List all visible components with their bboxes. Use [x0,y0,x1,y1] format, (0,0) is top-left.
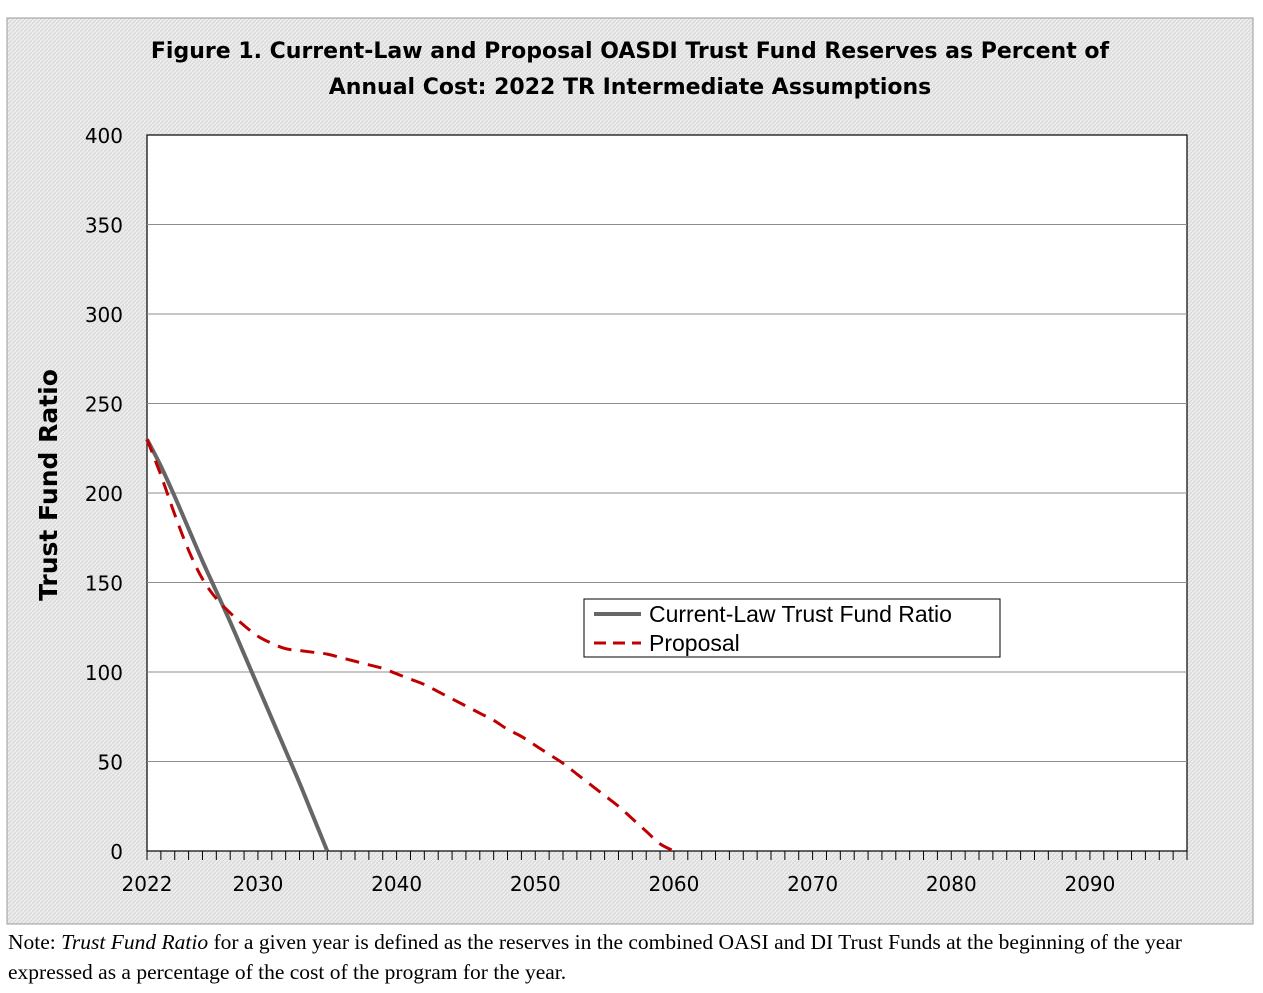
legend-label-proposal: Proposal [649,630,740,656]
note-prefix: Note: [8,930,62,954]
x-tick-label-2060: 2060 [648,872,699,896]
y-tick-label-50: 50 [98,751,123,775]
x-axis-ticks: 2022 2030 2040 2050 2060 2070 2080 2090 [122,851,1188,896]
legend-box [583,598,1001,658]
x-tick-label-2090: 2090 [1064,872,1115,896]
y-tick-label-400: 400 [85,124,123,148]
y-tick-label-150: 150 [85,572,123,596]
y-tick-label-100: 100 [85,661,123,685]
series-lines [145,438,675,853]
legend-label-current-law: Current-Law Trust Fund Ratio [649,601,952,627]
x-tick-label-2050: 2050 [510,872,561,896]
note-term: Trust Fund Ratio [61,930,209,954]
chart-note: Note: Trust Fund Ratio for a given year … [8,927,1253,987]
y-tick-label-300: 300 [85,303,123,327]
y-tick-label-0: 0 [110,840,123,864]
series-line-current-law [145,438,330,852]
x-tick-label-2030: 2030 [232,872,283,896]
y-tick-label-200: 200 [85,482,123,506]
x-tick-label-2070: 2070 [787,872,838,896]
y-tick-label-350: 350 [85,214,123,238]
x-tick-label-2040: 2040 [371,872,422,896]
grid-lines [147,224,1187,762]
legend: Current-Law Trust Fund Ratio Proposal [583,598,1001,658]
y-tick-label-250: 250 [85,393,123,417]
y-axis-label: Trust Fund Ratio [34,369,63,601]
x-tick-label-2022: 2022 [122,872,173,896]
chart-title-line2: Annual Cost: 2022 TR Intermediate Assump… [329,75,932,100]
chart-title-line1: Figure 1. Current-Law and Proposal OASDI… [151,39,1110,64]
note-text: for a given year is defined as the reser… [8,930,1182,984]
y-axis-ticks: 0 50 100 150 200 250 300 350 400 [85,124,123,864]
x-tick-label-2080: 2080 [926,872,977,896]
